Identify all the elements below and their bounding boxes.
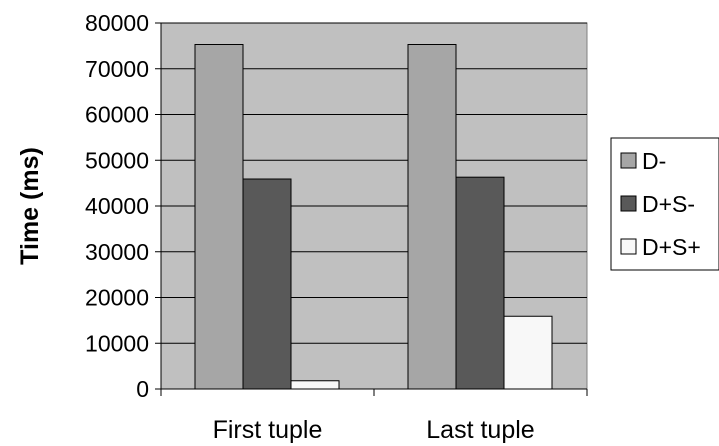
bar-d-s--1 — [455, 176, 505, 390]
bars — [194, 44, 553, 390]
bar-d--0 — [194, 44, 244, 390]
y-tick-label: 80000 — [85, 10, 149, 36]
y-axis-title: Time (ms) — [16, 147, 44, 265]
legend-swatch — [620, 152, 637, 169]
y-tick-label: 10000 — [85, 330, 149, 356]
legend-swatch — [620, 195, 637, 212]
bar-d-s--0 — [242, 178, 292, 390]
legend-label: D+S+ — [642, 234, 701, 260]
legend-label: D- — [642, 148, 666, 174]
y-tick-label: 50000 — [85, 147, 149, 173]
bar-d-s--1 — [503, 315, 553, 390]
y-tick-label: 0 — [136, 376, 149, 402]
bar-d--1 — [407, 44, 457, 390]
y-tick-label: 20000 — [85, 285, 149, 311]
legend-swatch — [620, 238, 637, 255]
bar-d-s--0 — [290, 380, 340, 390]
y-tick-label: 60000 — [85, 102, 149, 128]
x-category-label: First tuple — [213, 416, 323, 444]
y-tick-label: 70000 — [85, 56, 149, 82]
legend-label: D+S- — [642, 191, 695, 217]
y-tick-label: 40000 — [85, 193, 149, 219]
y-tick-label: 30000 — [85, 239, 149, 265]
y-tick-labels: 0 10000 20000 30000 40000 50000 60000 70000 8000… — [85, 10, 149, 402]
legend: D- D+S- D+S+ — [620, 148, 701, 260]
axes — [155, 22, 588, 396]
x-category-labels: First tuple Last tuple — [213, 416, 535, 444]
x-category-label: Last tuple — [426, 416, 534, 444]
